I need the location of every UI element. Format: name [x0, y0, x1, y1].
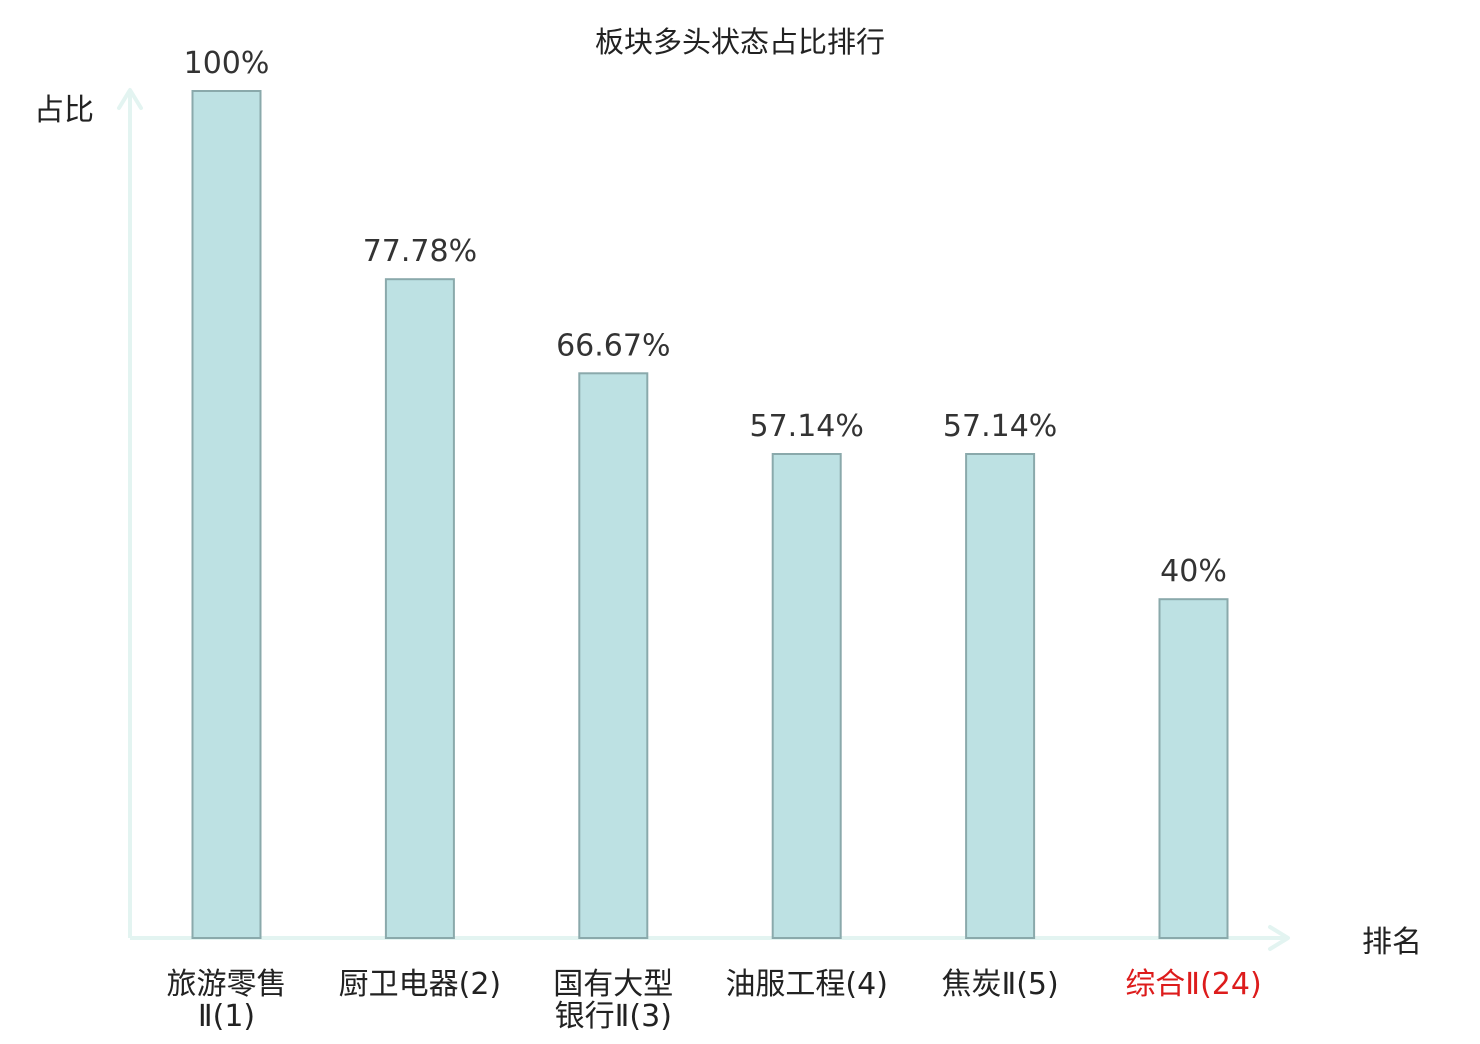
- bar: [771, 453, 842, 939]
- category-label: 旅游零售: [167, 967, 287, 1002]
- category-label: 银行Ⅱ(3): [555, 999, 672, 1034]
- bar: [384, 278, 455, 939]
- bar-value-label: 57.14%: [750, 409, 864, 444]
- value-labels-group: 100% 77.78% 66.67% 57.14% 57.14% 40%: [184, 46, 1227, 589]
- bar: [1158, 598, 1229, 939]
- x-axis-label: 排名: [1362, 925, 1422, 960]
- y-axis-arrow-icon: [117, 88, 143, 110]
- bars-group: [191, 90, 1229, 939]
- y-axis-label: 占比: [34, 93, 94, 128]
- bar: [191, 90, 262, 939]
- category-label: Ⅱ(1): [198, 999, 255, 1034]
- bar-value-label: 57.14%: [943, 409, 1057, 444]
- bar-value-label: 77.78%: [363, 234, 477, 269]
- chart-title: 板块多头状态占比排行: [595, 25, 885, 59]
- bar-value-label: 100%: [184, 46, 270, 81]
- category-label: 国有大型: [553, 967, 673, 1002]
- bar-value-label: 40%: [1160, 554, 1227, 589]
- category-label: 厨卫电器(2): [339, 967, 502, 1002]
- bar: [965, 453, 1036, 939]
- category-label: 油服工程(4): [725, 967, 888, 1002]
- bar: [578, 372, 649, 939]
- bar-value-label: 66.67%: [556, 328, 670, 363]
- category-label: 焦炭Ⅱ(5): [941, 967, 1058, 1002]
- x-axis-arrow-icon: [1268, 925, 1290, 951]
- category-label: 综合Ⅱ(24): [1125, 967, 1261, 1002]
